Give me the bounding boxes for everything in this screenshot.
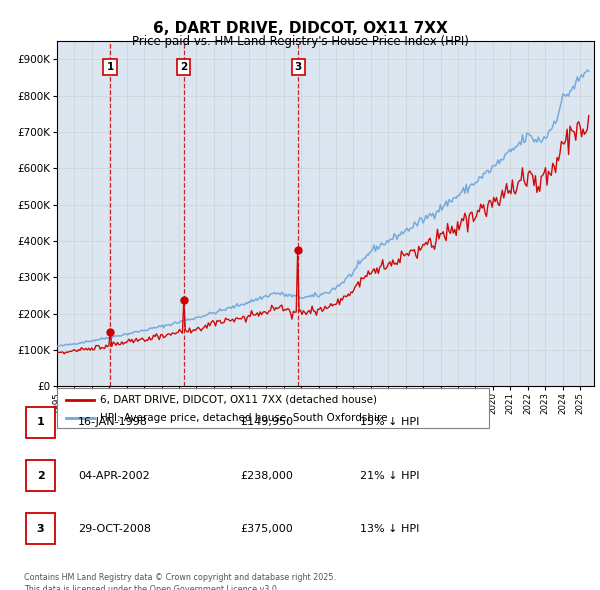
Text: HPI: Average price, detached house, South Oxfordshire: HPI: Average price, detached house, Sout… [100, 413, 388, 422]
Text: 21% ↓ HPI: 21% ↓ HPI [360, 471, 419, 480]
FancyBboxPatch shape [26, 460, 55, 491]
Text: £238,000: £238,000 [240, 471, 293, 480]
Text: Contains HM Land Registry data © Crown copyright and database right 2025.
This d: Contains HM Land Registry data © Crown c… [24, 573, 336, 590]
Text: 15% ↓ HPI: 15% ↓ HPI [360, 418, 419, 427]
Text: Price paid vs. HM Land Registry's House Price Index (HPI): Price paid vs. HM Land Registry's House … [131, 35, 469, 48]
Text: 04-APR-2002: 04-APR-2002 [78, 471, 150, 480]
FancyBboxPatch shape [57, 388, 489, 428]
Text: 29-OCT-2008: 29-OCT-2008 [78, 524, 151, 533]
Text: 1: 1 [37, 418, 44, 427]
Text: 13% ↓ HPI: 13% ↓ HPI [360, 524, 419, 533]
Text: 6, DART DRIVE, DIDCOT, OX11 7XX: 6, DART DRIVE, DIDCOT, OX11 7XX [152, 21, 448, 35]
FancyBboxPatch shape [26, 407, 55, 438]
FancyBboxPatch shape [26, 513, 55, 544]
Text: 1: 1 [106, 62, 113, 72]
Text: 16-JAN-1998: 16-JAN-1998 [78, 418, 148, 427]
Text: 3: 3 [295, 62, 302, 72]
Text: 6, DART DRIVE, DIDCOT, OX11 7XX (detached house): 6, DART DRIVE, DIDCOT, OX11 7XX (detache… [100, 395, 377, 405]
Text: £149,950: £149,950 [240, 418, 293, 427]
Text: 2: 2 [37, 471, 44, 480]
Text: 2: 2 [180, 62, 187, 72]
Text: £375,000: £375,000 [240, 524, 293, 533]
Text: 3: 3 [37, 524, 44, 533]
